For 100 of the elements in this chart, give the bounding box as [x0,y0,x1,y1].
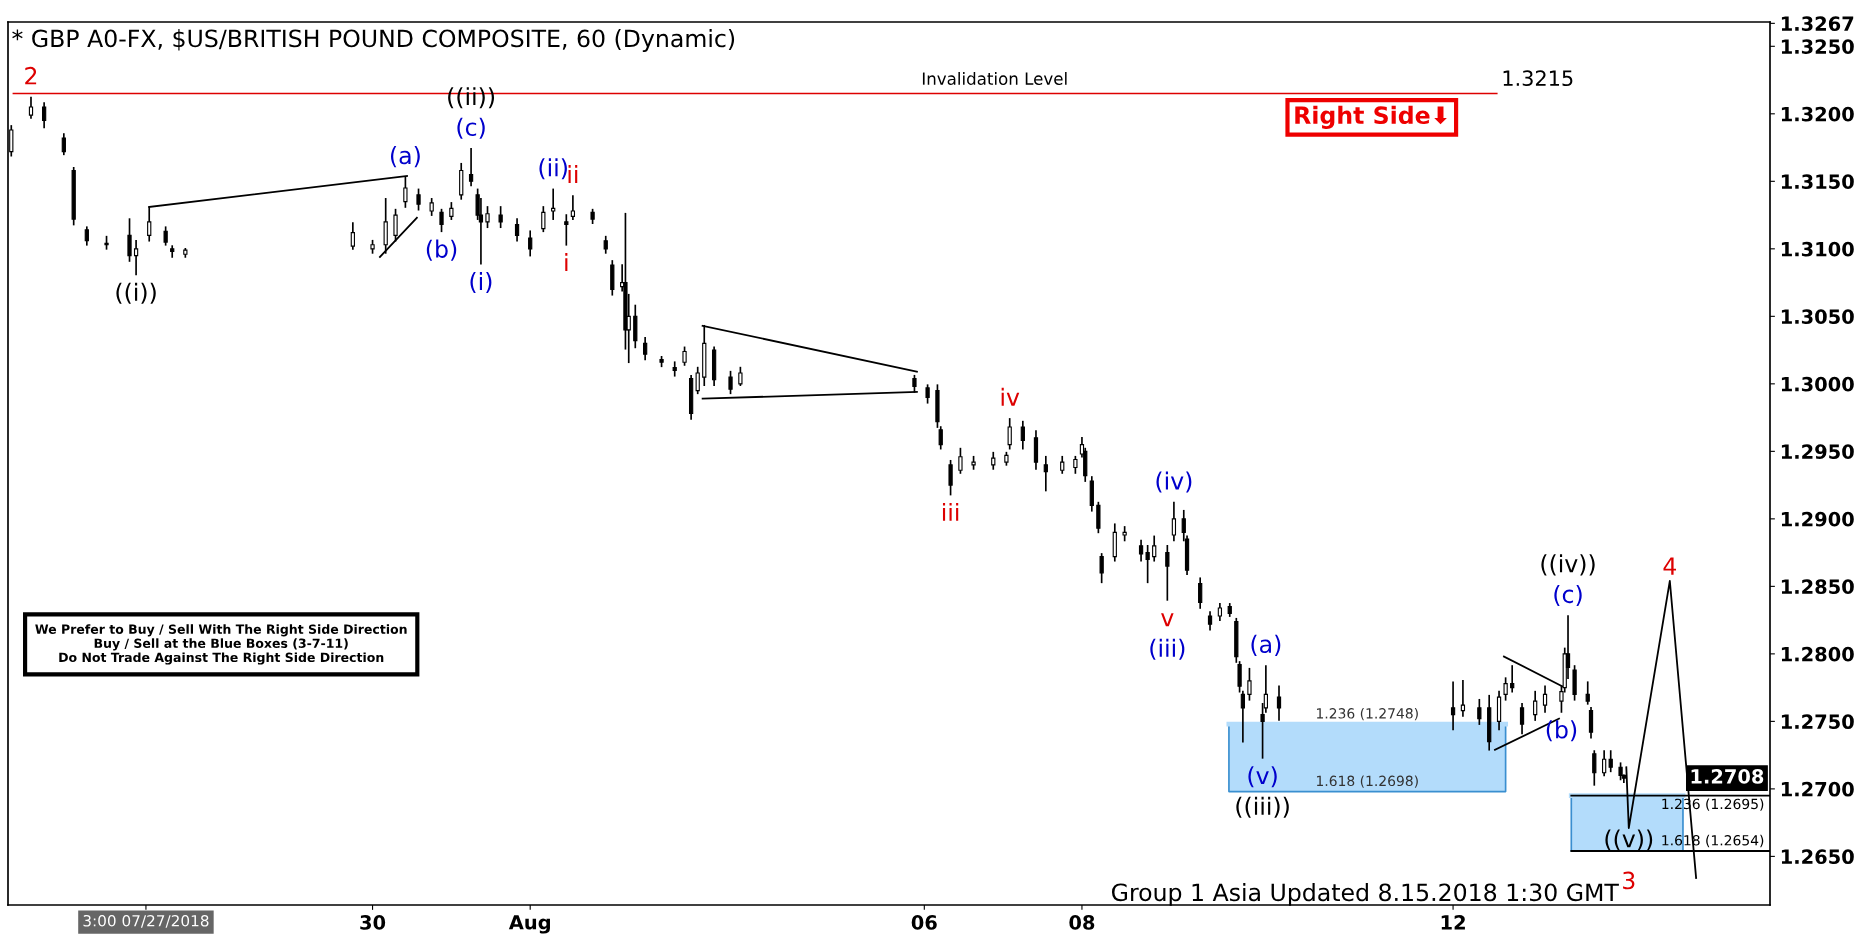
candlestick [1276,685,1282,721]
y-tick-label: 1.3250 [1781,39,1854,54]
candlestick [1247,667,1252,701]
candlestick [551,188,556,220]
candlestick [528,230,533,257]
annotation: 1.618 (1.2698) [1316,775,1418,788]
x-tick-label: 30 [360,915,386,930]
annotation: Right Side⬇ [1295,105,1447,129]
annotation: Group 1 Asia Updated 8.15.2018 1:30 GMT [1111,882,1619,906]
candlestick [1533,690,1538,721]
candlestick [1198,577,1203,609]
candlestick [1450,681,1456,731]
annotation: iii [942,502,959,521]
y-tick-label: 1.2850 [1781,579,1854,595]
x-tick-label: 12 [1441,915,1465,930]
annotation: 2 [25,66,37,85]
ref-line-label: Invalidation Level [922,72,1067,85]
candlestick [564,214,569,246]
candlestick [695,366,700,395]
candlestick [1503,677,1508,701]
candlestick [570,195,576,220]
y-tick-label: 1.3267 [1781,16,1854,32]
annotation: 1.3215 [1503,70,1573,87]
annotation: ii [568,164,578,183]
candlestick [643,337,648,361]
annotation: iv [1001,387,1020,406]
x-tick-label: 06 [911,915,937,930]
annotation: (v) [1248,766,1277,788]
candlestick [439,208,444,233]
candlestick [1542,685,1548,713]
candlestick [1237,661,1242,693]
candlestick [1043,455,1048,492]
y-tick-label: 1.3200 [1781,106,1854,122]
candlestick [133,239,139,276]
annotation: ((iv)) [1541,554,1595,576]
annotation: 3 [1623,871,1635,890]
candlestick [948,459,953,496]
y-tick-label: 1.2900 [1781,511,1854,527]
candlestick [1138,539,1144,562]
x-tick-label: 08 [1069,915,1095,930]
candlestick [1165,545,1170,601]
candlestick [1608,750,1613,773]
y-tick-label: 1.2700 [1781,781,1854,797]
y-tick-label: 1.2800 [1781,646,1854,662]
annotation: i [565,253,568,272]
y-tick-label: 1.2650 [1781,849,1854,865]
candlestick [958,447,963,474]
y-tick-label: 1.3100 [1781,241,1854,257]
x-tick-label: 3:00 07/27/2018 [83,914,209,928]
candlestick [28,96,34,119]
candlestick [938,426,943,450]
chart-title: * GBP A0-FX, $US/BRITISH POUND COMPOSITE, 60 (Dynamic) [12,29,735,52]
candlestick [1240,690,1246,743]
candlestick [672,361,677,377]
annotation: v [1161,613,1174,627]
annotation: (a) [1251,634,1281,656]
candlestick [416,188,421,211]
annotation: ((v)) [1605,829,1653,851]
annotation: (c) [457,117,485,139]
annotation: (i) [470,272,492,294]
candlestick [1171,501,1177,542]
candlestick [1585,681,1590,705]
candlestick [170,245,175,258]
annotation: (c) [1554,584,1582,606]
annotation: ((iii)) [1236,796,1289,818]
y-tick-label: 1.3050 [1781,309,1854,324]
x-tick-label: Aug [508,915,550,934]
candlestick [127,218,132,262]
candlestick [1007,418,1012,450]
candlestick [1152,535,1157,562]
candlestick [498,206,503,229]
candlestick [1145,545,1150,584]
annotation: (b) [426,239,457,261]
candlestick [1592,750,1597,786]
candlestick [41,102,47,129]
candlestick [1588,707,1594,739]
annotation: (iii) [1150,638,1185,660]
annotation: We Prefer to Buy / Sell With The Right Side Direction Buy / Sell at the Blue Boxes (3-7-11) Do Not Trade Against The Right Side Direction [35,624,407,665]
annotation: 4 [1663,557,1677,575]
candlestick [468,148,474,187]
candlestick [514,218,520,242]
candlestick [541,206,546,233]
annotation: ((i)) [116,282,156,304]
annotation: (iv) [1156,471,1192,493]
candlestick [1099,553,1104,584]
y-tick-label: 1.2750 [1781,714,1854,730]
candlestick [1096,501,1101,534]
annotation: (b) [1546,720,1577,742]
y-tick-label: 1.3150 [1781,174,1854,189]
y-tick-label: 1.3000 [1781,376,1854,392]
y-tick-label: 1.2950 [1781,444,1854,460]
annotation: (a) [390,146,420,168]
candlestick [350,222,355,250]
annotation: (ii) [539,158,567,180]
annotation: 1.2708 [1691,769,1764,784]
candlestick [61,133,66,156]
annotation: 1.236 (1.2748) [1316,707,1418,721]
candlestick [1020,420,1025,450]
candlestick [1477,698,1482,725]
candlestick [485,206,490,229]
